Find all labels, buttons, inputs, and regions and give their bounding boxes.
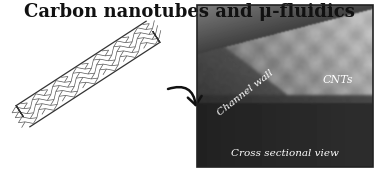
Text: Carbon nanotubes and μ-fluidics: Carbon nanotubes and μ-fluidics (23, 3, 355, 21)
Text: CNTs: CNTs (323, 75, 353, 85)
Text: Channel wall: Channel wall (215, 68, 275, 118)
FancyArrowPatch shape (168, 87, 201, 105)
Text: Cross sectional view: Cross sectional view (231, 149, 339, 157)
Bar (197, 5, 373, 167)
